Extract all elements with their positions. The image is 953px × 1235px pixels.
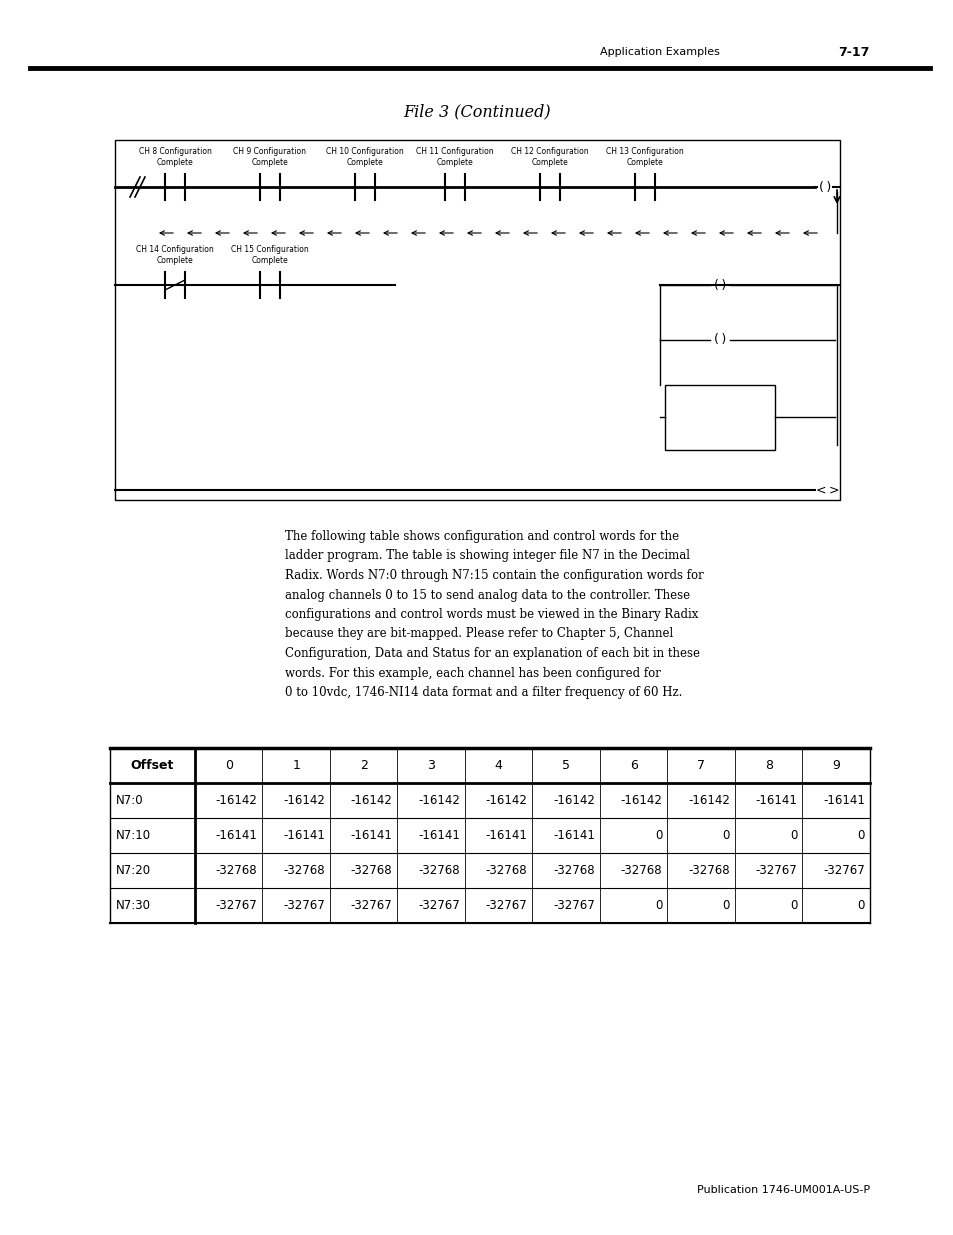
Text: -16141: -16141 — [215, 829, 257, 842]
Text: -32767: -32767 — [351, 899, 392, 911]
Text: analog channels 0 to 15 to send analog data to the controller. These: analog channels 0 to 15 to send analog d… — [285, 589, 689, 601]
Text: CH 11 Configuration
Complete: CH 11 Configuration Complete — [416, 147, 494, 167]
Text: -16142: -16142 — [553, 794, 595, 806]
Text: ( ): ( ) — [713, 333, 725, 347]
Text: -16141: -16141 — [485, 829, 527, 842]
Text: -32767: -32767 — [283, 899, 325, 911]
Text: The following table shows configuration and control words for the: The following table shows configuration … — [285, 530, 679, 543]
Text: -16141: -16141 — [283, 829, 325, 842]
Text: -16141: -16141 — [417, 829, 459, 842]
Text: words. For this example, each channel has been configured for: words. For this example, each channel ha… — [285, 667, 660, 679]
Text: 7-17: 7-17 — [838, 46, 869, 58]
Bar — [664, 385, 774, 450]
Text: -16142: -16142 — [351, 794, 392, 806]
Text: 7: 7 — [697, 760, 704, 772]
Text: 0: 0 — [721, 899, 729, 911]
Text: 9: 9 — [831, 760, 840, 772]
Text: Radix. Words N7:0 through N7:15 contain the configuration words for: Radix. Words N7:0 through N7:15 contain … — [285, 569, 703, 582]
Text: CH 8 Configuration
Complete: CH 8 Configuration Complete — [138, 147, 212, 167]
Text: 0: 0 — [655, 899, 661, 911]
Text: -32768: -32768 — [283, 864, 325, 877]
Text: 4: 4 — [495, 760, 502, 772]
Text: -32767: -32767 — [215, 899, 257, 911]
Text: CH 15 Configuration
Complete: CH 15 Configuration Complete — [231, 245, 309, 266]
Text: -32768: -32768 — [418, 864, 459, 877]
Text: File 3 (Continued): File 3 (Continued) — [403, 104, 550, 121]
Text: Configuration, Data and Status for an explanation of each bit in these: Configuration, Data and Status for an ex… — [285, 647, 700, 659]
Text: -32768: -32768 — [553, 864, 595, 877]
Text: CH 9 Configuration
Complete: CH 9 Configuration Complete — [233, 147, 306, 167]
Text: -16142: -16142 — [215, 794, 257, 806]
Text: -32767: -32767 — [553, 899, 595, 911]
Text: 2: 2 — [359, 760, 367, 772]
Text: Application Examples: Application Examples — [599, 47, 720, 57]
Text: 5: 5 — [561, 760, 570, 772]
Text: 0: 0 — [857, 899, 864, 911]
Text: -32767: -32767 — [822, 864, 864, 877]
Text: CH 12 Configuration
Complete: CH 12 Configuration Complete — [511, 147, 588, 167]
Text: because they are bit-mapped. Please refer to Chapter 5, Channel: because they are bit-mapped. Please refe… — [285, 627, 673, 641]
Text: CH 10 Configuration
Complete: CH 10 Configuration Complete — [326, 147, 403, 167]
Text: -32768: -32768 — [351, 864, 392, 877]
Text: ladder program. The table is showing integer file N7 in the Decimal: ladder program. The table is showing int… — [285, 550, 689, 562]
Text: Publication 1746-UM001A-US-P: Publication 1746-UM001A-US-P — [696, 1186, 869, 1195]
Text: -32768: -32768 — [215, 864, 257, 877]
Text: Offset: Offset — [131, 760, 174, 772]
Text: configurations and control words must be viewed in the Binary Radix: configurations and control words must be… — [285, 608, 698, 621]
Text: N7:30: N7:30 — [116, 899, 151, 911]
Text: -32768: -32768 — [620, 864, 661, 877]
Text: 3: 3 — [427, 760, 435, 772]
Text: -32767: -32767 — [485, 899, 527, 911]
Text: 0 to 10vdc, 1746-NI14 data format and a filter frequency of 60 Hz.: 0 to 10vdc, 1746-NI14 data format and a … — [285, 685, 681, 699]
Text: -16142: -16142 — [417, 794, 459, 806]
Bar — [115, 140, 840, 500]
Text: 0: 0 — [225, 760, 233, 772]
Text: 0: 0 — [721, 829, 729, 842]
Text: -16141: -16141 — [553, 829, 595, 842]
Text: -16142: -16142 — [283, 794, 325, 806]
Text: 0: 0 — [857, 829, 864, 842]
Text: 0: 0 — [789, 899, 797, 911]
Text: 8: 8 — [764, 760, 772, 772]
Text: -16141: -16141 — [351, 829, 392, 842]
Text: -16142: -16142 — [687, 794, 729, 806]
Text: ( ): ( ) — [818, 180, 830, 194]
Text: -16142: -16142 — [620, 794, 661, 806]
Text: ( ): ( ) — [713, 279, 725, 291]
Text: -32767: -32767 — [755, 864, 797, 877]
Text: 1: 1 — [292, 760, 300, 772]
Text: -32768: -32768 — [485, 864, 527, 877]
Text: 6: 6 — [629, 760, 637, 772]
Text: < >: < > — [816, 483, 839, 496]
Text: N7:10: N7:10 — [116, 829, 151, 842]
Text: -16142: -16142 — [485, 794, 527, 806]
Text: -16141: -16141 — [822, 794, 864, 806]
Text: -32767: -32767 — [417, 899, 459, 911]
Text: -32768: -32768 — [688, 864, 729, 877]
Text: N7:20: N7:20 — [116, 864, 151, 877]
Text: 0: 0 — [789, 829, 797, 842]
Text: CH 14 Configuration
Complete: CH 14 Configuration Complete — [136, 245, 213, 266]
Text: CH 13 Configuration
Complete: CH 13 Configuration Complete — [605, 147, 683, 167]
Text: 0: 0 — [655, 829, 661, 842]
Text: N7:0: N7:0 — [116, 794, 144, 806]
Text: -16141: -16141 — [755, 794, 797, 806]
